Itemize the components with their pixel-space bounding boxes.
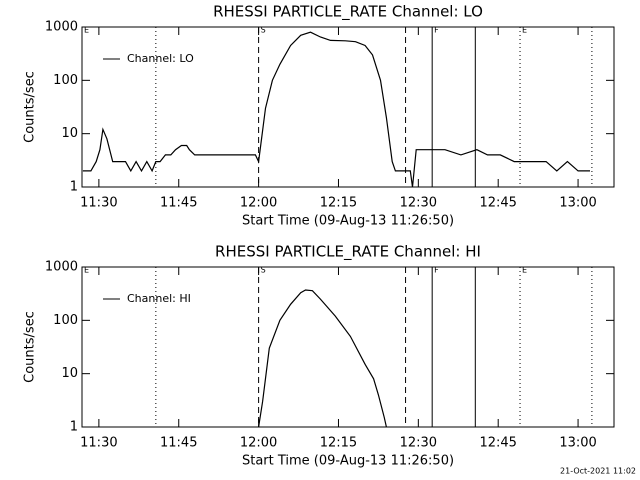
x-tick-label: 12:45 [479, 196, 516, 211]
marker-label: F [434, 26, 439, 35]
x-tick-label: 12:00 [240, 436, 277, 451]
x-tick-label: 11:45 [160, 196, 197, 211]
chart-title: RHESSI PARTICLE_RATE Channel: LO [213, 3, 483, 22]
marker-label: S [261, 26, 266, 35]
marker-label: F [434, 266, 439, 275]
marker-label: E [522, 26, 527, 35]
x-tick-label: 11:30 [80, 196, 117, 211]
x-tick-label: 12:45 [479, 436, 516, 451]
x-tick-label: 11:45 [160, 436, 197, 451]
chart-title: RHESSI PARTICLE_RATE Channel: HI [215, 243, 481, 262]
y-tick-label: 100 [53, 73, 78, 88]
x-tick-label: 12:15 [320, 196, 357, 211]
x-tick-label: 12:30 [400, 436, 437, 451]
x-axis-label: Start Time (09-Aug-13 11:26:50) [242, 214, 454, 229]
y-tick-label: 1000 [45, 20, 78, 35]
data-line [82, 31, 590, 188]
plot-frame [81, 266, 615, 428]
x-axis-label: Start Time (09-Aug-13 11:26:50) [242, 454, 454, 469]
x-tick-label: 12:15 [320, 436, 357, 451]
y-tick-label: 1 [70, 420, 78, 435]
x-tick-label: 11:30 [80, 436, 117, 451]
y-tick-label: 10 [61, 126, 78, 141]
x-tick-label: 12:30 [400, 196, 437, 211]
plot-frame [81, 26, 615, 188]
y-tick-label: 10 [61, 366, 78, 381]
marker-label: E [84, 26, 89, 35]
y-axis-label: Counts/sec [23, 71, 38, 143]
marker-label: S [261, 266, 266, 275]
y-tick-label: 1000 [45, 260, 78, 275]
legend-label: Channel: LO [127, 52, 194, 65]
marker-label: E [522, 266, 527, 275]
footer: 21-Oct-2021 11:02 [560, 467, 636, 476]
y-axis-label: Counts/sec [23, 311, 38, 383]
x-tick-label: 12:00 [240, 196, 277, 211]
data-line [258, 289, 387, 428]
y-tick-label: 100 [53, 313, 78, 328]
marker-label: E [84, 266, 89, 275]
x-tick-label: 13:00 [559, 196, 596, 211]
legend-label: Channel: HI [127, 292, 191, 305]
x-tick-label: 13:00 [559, 436, 596, 451]
y-tick-label: 1 [70, 180, 78, 195]
